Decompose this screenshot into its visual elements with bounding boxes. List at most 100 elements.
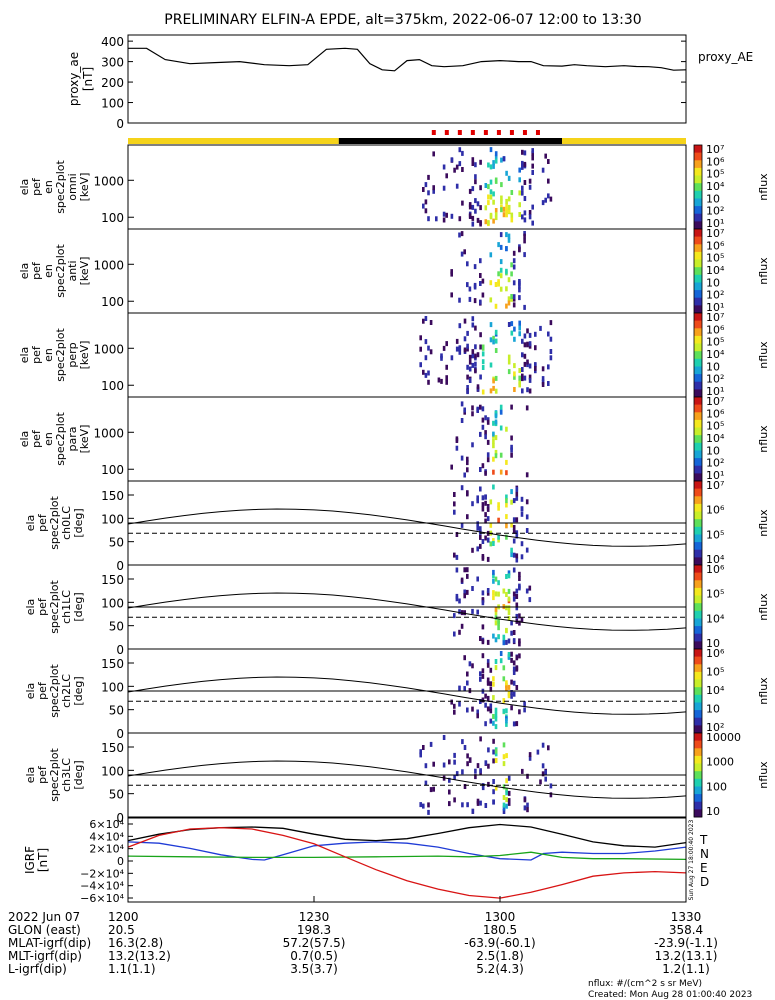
panel-frame bbox=[128, 229, 686, 313]
heatmap-cell bbox=[461, 802, 464, 807]
heatmap-cell bbox=[516, 487, 519, 492]
heatmap-cell bbox=[513, 387, 516, 392]
heatmap-cell bbox=[492, 378, 495, 383]
heatmap-cell bbox=[544, 154, 547, 159]
heatmap-cell bbox=[419, 362, 422, 367]
heatmap-cell bbox=[466, 331, 469, 336]
heatmap-cell bbox=[510, 652, 513, 657]
heatmap-cell bbox=[451, 214, 454, 219]
ytick-label: 50 bbox=[109, 788, 124, 802]
colorbar-segment bbox=[694, 244, 702, 252]
heatmap-cell bbox=[495, 708, 498, 713]
heatmap-cell bbox=[472, 323, 475, 328]
colorbar-segment bbox=[694, 145, 702, 153]
colorbar-segment bbox=[694, 351, 702, 359]
ytick-label: 100 bbox=[101, 463, 124, 477]
heatmap-cell bbox=[482, 600, 485, 605]
colorbar-segment bbox=[694, 252, 702, 260]
heatmap-cell bbox=[466, 574, 469, 579]
panel-ylabel: [keV] bbox=[78, 173, 91, 202]
heatmap-cell bbox=[440, 379, 443, 384]
heatmap-cell bbox=[500, 259, 503, 264]
heatmap-cell bbox=[484, 512, 487, 517]
heatmap-cell bbox=[479, 160, 482, 165]
orbit-bar bbox=[128, 130, 686, 144]
heatmap-cell bbox=[479, 467, 482, 472]
heatmap-cell bbox=[448, 801, 451, 806]
heatmap-cell bbox=[526, 589, 529, 594]
heatmap-cell bbox=[490, 195, 493, 200]
heatmap-cell bbox=[469, 202, 472, 207]
colorbar-segment bbox=[694, 397, 702, 405]
heatmap-cell bbox=[479, 768, 482, 773]
heatmap-cell bbox=[482, 293, 485, 298]
colorbar-tick-label: 10⁵ bbox=[706, 420, 724, 433]
heatmap-cell bbox=[495, 749, 498, 754]
heatmap-cell bbox=[482, 590, 485, 595]
heatmap-cell bbox=[456, 438, 459, 443]
colorbar-tick-label: 10⁴ bbox=[706, 180, 725, 193]
loss-cone-line bbox=[128, 761, 686, 798]
heatmap-cell bbox=[500, 232, 503, 237]
heatmap-cell bbox=[495, 724, 498, 729]
heatmap-cell bbox=[490, 252, 493, 257]
colorbar-segment bbox=[694, 725, 702, 733]
heatmap-cell bbox=[521, 769, 524, 774]
colorbar-tick-label: 10⁵ bbox=[706, 588, 724, 601]
heatmap-cell bbox=[471, 707, 474, 712]
colorbar-segment bbox=[694, 512, 702, 520]
heatmap-cell bbox=[524, 210, 527, 215]
heatmap-cell bbox=[508, 610, 511, 615]
heatmap-cell bbox=[490, 703, 493, 708]
igrf-ytick-label: −2×10⁴ bbox=[80, 867, 124, 880]
heatmap-cell bbox=[505, 797, 508, 802]
colorbar-tick-label: 10² bbox=[706, 205, 724, 218]
colorbar-segment bbox=[694, 787, 702, 795]
heatmap-cell bbox=[505, 204, 508, 209]
heatmap-cell bbox=[500, 245, 503, 250]
heatmap-cell bbox=[521, 186, 524, 191]
heatmap-cell bbox=[490, 719, 493, 724]
heatmap-cell bbox=[521, 191, 524, 196]
ae-ytick-label: 100 bbox=[101, 97, 124, 111]
x-row-label: L-igrf(dip) bbox=[8, 962, 67, 976]
science-zone-mark bbox=[497, 130, 501, 135]
heatmap-cell bbox=[492, 439, 495, 444]
heatmap-cell bbox=[500, 273, 503, 278]
heatmap-cell bbox=[466, 282, 469, 287]
heatmap-cell bbox=[422, 804, 425, 809]
orbit-segment bbox=[562, 138, 686, 144]
heatmap-cell bbox=[485, 219, 488, 224]
heatmap-cell bbox=[518, 190, 521, 195]
heatmap-cell bbox=[516, 589, 519, 594]
science-zone-mark bbox=[523, 130, 527, 135]
heatmap-cell bbox=[458, 609, 461, 614]
colorbar-segment bbox=[694, 283, 702, 291]
colorbar-segment bbox=[694, 733, 702, 741]
heatmap-para bbox=[450, 401, 528, 477]
colorbar-segment bbox=[694, 374, 702, 382]
heatmap-cell bbox=[550, 792, 553, 797]
heatmap-cell bbox=[544, 198, 547, 203]
heatmap-cell bbox=[513, 525, 516, 530]
heatmap-cell bbox=[516, 721, 519, 726]
colorbar-tick-label: 10⁷ bbox=[706, 479, 724, 492]
igrf-ytick-label: −4×10⁴ bbox=[80, 880, 124, 893]
colorbar-segment bbox=[694, 550, 702, 558]
heatmap-cell bbox=[464, 784, 467, 789]
colorbar-tick-label: 10⁶ bbox=[706, 563, 725, 576]
heatmap-cell bbox=[461, 418, 464, 423]
heatmap-cell bbox=[482, 624, 485, 629]
x-row-value: 13.2(13.1) bbox=[655, 949, 718, 963]
colorbar-segment bbox=[694, 389, 702, 397]
proxy-ae-panel: 4003002001000proxy_AEproxy_ae [nT] bbox=[67, 35, 753, 131]
heatmap-cell bbox=[492, 570, 495, 575]
heatmap-cell bbox=[503, 676, 506, 681]
heatmap-cell bbox=[432, 151, 435, 156]
colorbar-segment bbox=[694, 229, 702, 237]
heatmap-cell bbox=[471, 411, 474, 416]
heatmap-cell bbox=[516, 496, 519, 501]
heatmap-cell bbox=[505, 171, 508, 176]
heatmap-cell bbox=[500, 405, 503, 410]
heatmap-cell bbox=[479, 636, 482, 641]
